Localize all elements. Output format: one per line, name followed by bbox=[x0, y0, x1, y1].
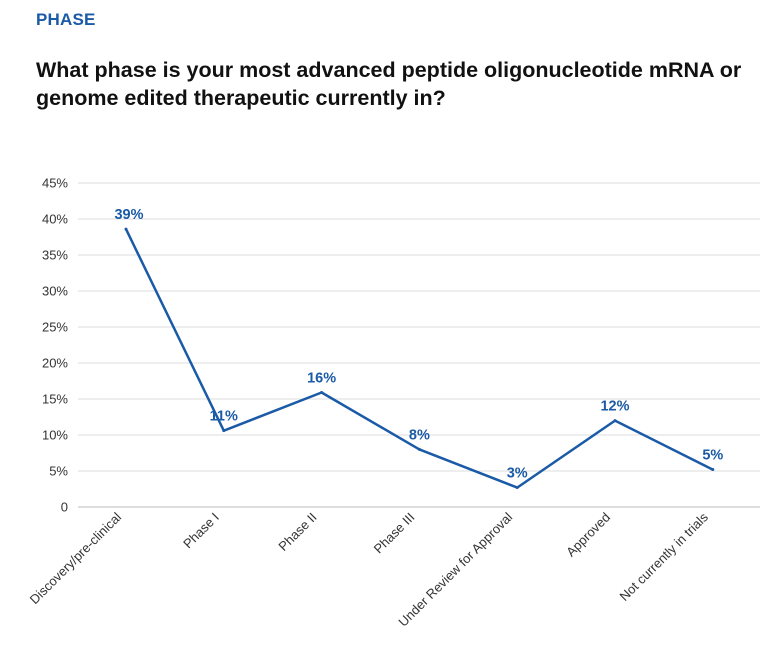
x-category-label: Discovery/pre-clinical bbox=[27, 509, 125, 607]
x-category-label: Under Review for Approval bbox=[395, 509, 515, 629]
data-point bbox=[417, 447, 421, 451]
x-category-label: Phase III bbox=[371, 510, 418, 557]
y-tick-label: 15% bbox=[42, 392, 68, 407]
x-axis-categories: Discovery/pre-clinical Phase I Phase II Pha… bbox=[27, 509, 712, 629]
y-axis-ticks: 0 5% 10% 15% 20% 25% 30% 35% 40% 45% bbox=[42, 176, 68, 515]
y-tick-label: 45% bbox=[42, 176, 68, 191]
gridlines bbox=[78, 182, 760, 508]
data-point bbox=[515, 486, 519, 490]
y-tick-label: 35% bbox=[42, 248, 68, 263]
y-tick-label: 0 bbox=[61, 500, 68, 515]
data-label: 8% bbox=[409, 427, 430, 443]
data-point bbox=[124, 227, 128, 231]
data-label: 11% bbox=[210, 409, 238, 425]
data-label: 12% bbox=[600, 399, 629, 415]
y-tick-label: 5% bbox=[49, 464, 68, 479]
data-point bbox=[711, 468, 715, 472]
data-labels: 39% 11% 16% 8% 3% 12% 5% bbox=[114, 207, 723, 481]
y-tick-label: 25% bbox=[42, 320, 68, 335]
y-tick-label: 20% bbox=[42, 356, 68, 371]
section-label: PHASE bbox=[36, 10, 96, 29]
y-tick-label: 10% bbox=[42, 428, 68, 443]
x-category-label: Not currently in trials bbox=[617, 509, 712, 604]
x-category-label: Phase I bbox=[180, 510, 222, 552]
y-tick-label: 30% bbox=[42, 284, 68, 299]
x-category-label: Approved bbox=[563, 510, 613, 560]
data-label: 39% bbox=[114, 207, 143, 223]
data-label: 16% bbox=[307, 371, 336, 387]
question-title: What phase is your most advanced peptide… bbox=[36, 58, 742, 110]
y-tick-label: 40% bbox=[42, 212, 68, 227]
data-point bbox=[222, 429, 226, 433]
x-category-label: Phase II bbox=[275, 510, 319, 554]
data-point bbox=[320, 391, 324, 395]
data-label: 3% bbox=[507, 466, 528, 482]
data-point bbox=[613, 419, 617, 423]
data-label: 5% bbox=[702, 448, 723, 464]
data-points bbox=[124, 227, 715, 490]
